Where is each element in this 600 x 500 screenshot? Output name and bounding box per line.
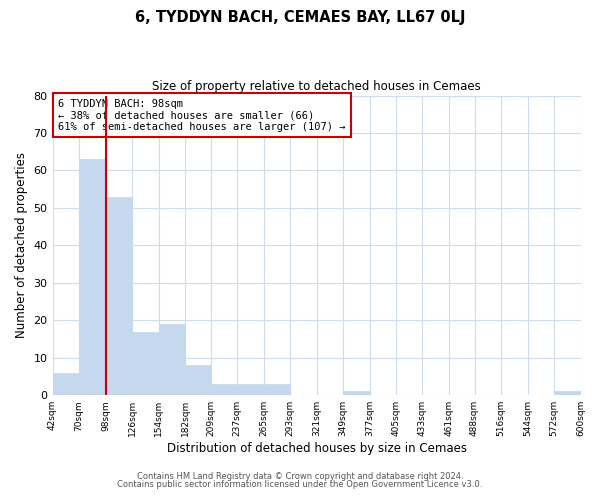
Y-axis label: Number of detached properties: Number of detached properties — [15, 152, 28, 338]
Bar — [79, 159, 106, 395]
Bar — [211, 384, 237, 395]
Bar — [158, 324, 185, 395]
Bar — [132, 332, 158, 395]
Text: 6, TYDDYN BACH, CEMAES BAY, LL67 0LJ: 6, TYDDYN BACH, CEMAES BAY, LL67 0LJ — [135, 10, 465, 25]
Bar — [263, 384, 290, 395]
Text: Contains public sector information licensed under the Open Government Licence v3: Contains public sector information licen… — [118, 480, 482, 489]
Text: Contains HM Land Registry data © Crown copyright and database right 2024.: Contains HM Land Registry data © Crown c… — [137, 472, 463, 481]
Title: Size of property relative to detached houses in Cemaes: Size of property relative to detached ho… — [152, 80, 481, 93]
Bar — [554, 392, 581, 395]
Bar — [53, 372, 79, 395]
X-axis label: Distribution of detached houses by size in Cemaes: Distribution of detached houses by size … — [167, 442, 467, 455]
Bar — [237, 384, 263, 395]
Bar — [343, 392, 370, 395]
Text: 6 TYDDYN BACH: 98sqm
← 38% of detached houses are smaller (66)
61% of semi-detac: 6 TYDDYN BACH: 98sqm ← 38% of detached h… — [58, 98, 346, 132]
Bar — [185, 365, 211, 395]
Bar — [106, 196, 132, 395]
